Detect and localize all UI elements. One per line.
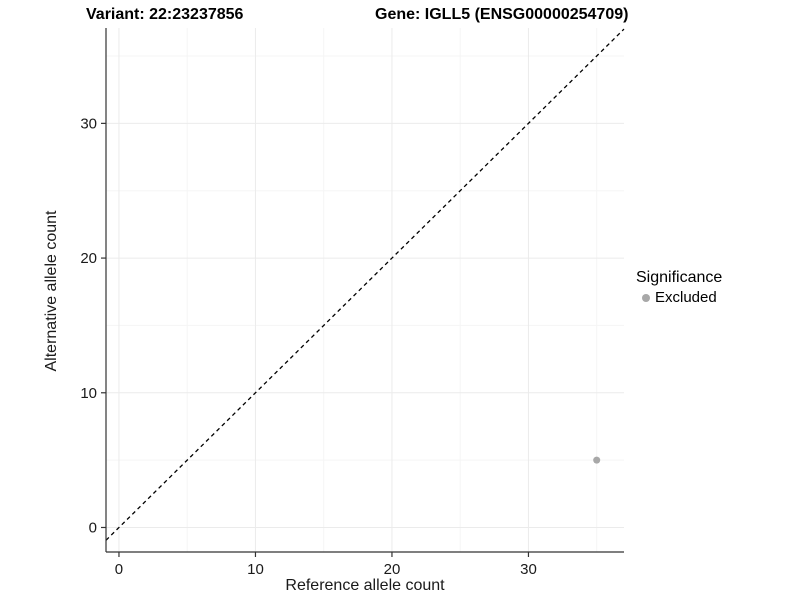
legend: Significance Excluded [636,269,722,306]
y-tick-label: 10 [80,385,97,402]
variant-title: Variant: 22:23237856 [86,6,244,23]
identity-line [105,28,625,541]
legend-item-label: Excluded [655,289,717,306]
x-axis-title: Reference allele count [285,577,445,594]
x-tick-label: 0 [115,561,123,578]
x-tick-label: 10 [247,561,264,578]
gene-title: Gene: IGLL5 (ENSG00000254709) [375,6,629,23]
y-tick-label: 20 [80,250,97,267]
legend-item-excluded: Excluded [636,289,722,306]
excluded-point-icon [642,293,650,302]
data-point [593,456,601,464]
y-tick-label: 30 [80,115,97,132]
y-axis-title: Alternative allele count [43,210,60,372]
x-tick-label: 30 [520,561,537,578]
y-tick-label: 0 [89,519,97,536]
x-tick-label: 20 [384,561,401,578]
legend-title: Significance [636,269,723,286]
